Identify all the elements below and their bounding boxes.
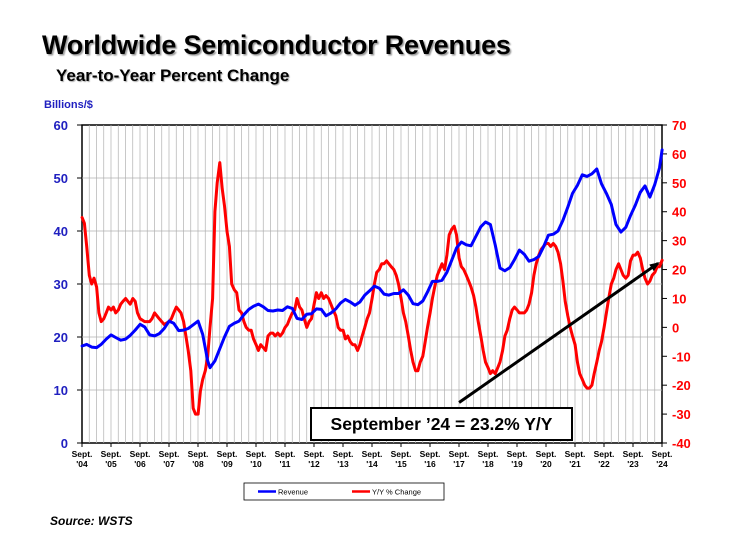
chart-title: Worldwide Semiconductor Revenues bbox=[42, 30, 511, 60]
x-axis-tick-label: Sept. '10 bbox=[246, 449, 267, 469]
revenue-series-line bbox=[80, 148, 664, 370]
x-axis-tick-label: Sept. '05 bbox=[101, 449, 122, 469]
legend-label-revenue: Revenue bbox=[278, 488, 308, 497]
right-axis-tick-label: -20 bbox=[672, 378, 691, 393]
x-axis-tick-label: Sept. '12 bbox=[304, 449, 325, 469]
x-axis-tick-label: Sept. '17 bbox=[449, 449, 470, 469]
annotation-text: September ’24 = 23.2% Y/Y bbox=[331, 414, 553, 434]
left-axis-label: Billions/$ bbox=[44, 99, 93, 111]
left-axis-tick-label: 30 bbox=[54, 277, 68, 292]
right-axis-tick-label: 30 bbox=[672, 234, 686, 249]
right-axis-tick-label: 50 bbox=[672, 176, 686, 191]
x-axis-tick-label: Sept. '15 bbox=[391, 449, 412, 469]
right-axis-tick-label: 60 bbox=[672, 147, 686, 162]
left-axis-tick-label: 20 bbox=[54, 330, 68, 345]
right-axis-tick-label: -10 bbox=[672, 349, 691, 364]
x-axis-tick-label: Sept. '08 bbox=[188, 449, 209, 469]
annotation: September ’24 = 23.2% Y/Y bbox=[310, 262, 660, 441]
right-axis-tick-label: 20 bbox=[672, 263, 686, 278]
yoy-series-line bbox=[80, 161, 664, 416]
grid bbox=[81, 124, 663, 444]
x-axis-tick-label: Sept. '04 bbox=[72, 449, 93, 469]
x-axis-tick-label: Sept. '22 bbox=[594, 449, 615, 469]
right-axis-tick-label: 10 bbox=[672, 291, 686, 306]
x-axis-tick-label: Sept. '21 bbox=[565, 449, 586, 469]
right-axis-tick-label: 40 bbox=[672, 205, 686, 220]
x-axis-tick-label: Sept. '23 bbox=[623, 449, 644, 469]
right-axis-tick-label: 70 bbox=[672, 118, 686, 133]
legend-label-yoy: Y/Y % Change bbox=[372, 488, 421, 497]
legend-box bbox=[243, 482, 445, 501]
x-axis-tick-label: Sept. '24 bbox=[652, 449, 673, 469]
source-note: Source: WSTS bbox=[50, 514, 133, 528]
x-axis-tick-label: Sept. '11 bbox=[275, 449, 296, 469]
chart-subtitle: Year-to-Year Percent Change bbox=[56, 66, 290, 85]
x-axis-tick-label: Sept. '18 bbox=[478, 449, 499, 469]
x-axis-tick-label: Sept. '09 bbox=[217, 449, 238, 469]
left-axis-tick-label: 10 bbox=[54, 383, 68, 398]
series bbox=[80, 148, 664, 416]
legend: Revenue Y/Y % Change bbox=[243, 482, 445, 501]
left-axis-tick-label: 40 bbox=[54, 224, 68, 239]
annotation-box bbox=[310, 407, 573, 441]
right-axis-tick-label: 0 bbox=[672, 320, 679, 335]
x-axis-tick-label: Sept. '19 bbox=[507, 449, 528, 469]
x-axis-tick-label: Sept. '07 bbox=[159, 449, 180, 469]
x-axis-tick-label: Sept. '20 bbox=[536, 449, 557, 469]
right-axis-tick-label: -30 bbox=[672, 407, 691, 422]
x-axis-tick-label: Sept. '16 bbox=[420, 449, 441, 469]
x-axis-tick-label: Sept. '13 bbox=[333, 449, 354, 469]
left-axis-tick-label: 60 bbox=[54, 118, 68, 133]
left-axis-tick-label: 0 bbox=[61, 436, 68, 451]
axes: 0 10 20 30 40 50 60 -40 -30 -20 -10 0 10 20 30 40 50 60 70… bbox=[44, 99, 691, 469]
x-axis-tick-label: Sept. '06 bbox=[130, 449, 151, 469]
annotation-arrow bbox=[458, 262, 660, 404]
left-axis-tick-label: 50 bbox=[54, 171, 68, 186]
x-axis-tick-label: Sept. '14 bbox=[362, 449, 383, 469]
right-axis-tick-label: -40 bbox=[672, 436, 691, 451]
